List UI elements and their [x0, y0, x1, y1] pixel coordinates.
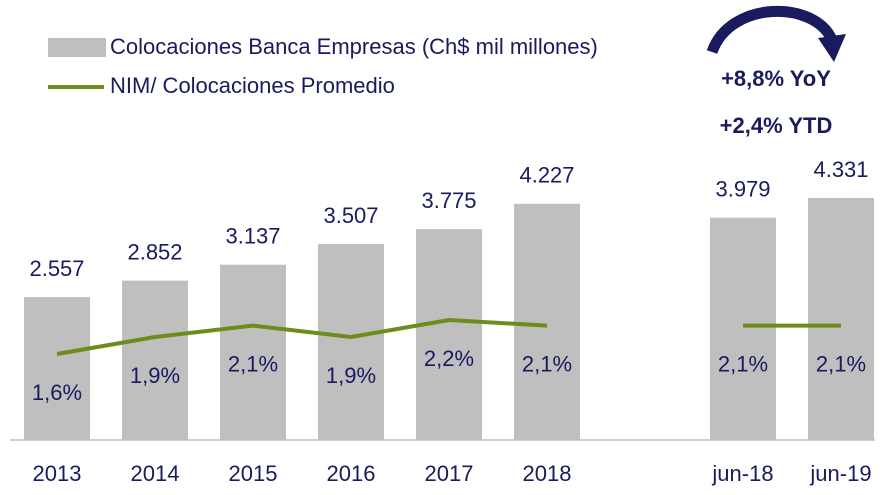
- bar-value-label: 4.227: [519, 163, 574, 188]
- arrow: [706, 6, 838, 55]
- bar: [416, 229, 482, 440]
- bar-value-label: 3.775: [421, 188, 476, 213]
- x-tick-label: 2018: [523, 461, 572, 486]
- x-tick-label: 2015: [229, 461, 278, 486]
- legend-label: NIM/ Colocaciones Promedio: [110, 73, 395, 98]
- bar-value-label: 2.557: [29, 256, 84, 281]
- bar: [710, 217, 776, 440]
- bar: [514, 203, 580, 440]
- bar: [808, 198, 874, 440]
- line-value-label: 2,1%: [816, 351, 866, 376]
- bar: [220, 264, 286, 440]
- bar-value-label: 4.331: [813, 157, 868, 182]
- annotation: +2,4% YTD: [720, 113, 833, 138]
- line: [56, 317, 548, 356]
- x-tick-label: 2017: [425, 461, 474, 486]
- x-tick-label: jun-19: [809, 461, 871, 486]
- line-value-label: 1,6%: [32, 380, 82, 405]
- line-value-label: 2,1%: [522, 351, 572, 376]
- bar-value-label: 2.852: [127, 239, 182, 264]
- x-tick-label: jun-18: [711, 461, 773, 486]
- bar-value-label: 3.979: [715, 176, 770, 201]
- annotation: +8,8% YoY: [721, 66, 831, 91]
- line-value-label: 2,2%: [424, 346, 474, 371]
- legend-swatch: [48, 38, 106, 57]
- x-tick-label: 2016: [327, 461, 376, 486]
- line-value-label: 2,1%: [718, 351, 768, 376]
- bar: [122, 280, 188, 440]
- bar: [318, 244, 384, 440]
- line-value-label: 2,1%: [228, 351, 278, 376]
- bar-value-label: 3.137: [225, 224, 280, 249]
- arrow-head: [818, 34, 846, 62]
- bar: [24, 297, 90, 440]
- bar-value-label: 3.507: [323, 203, 378, 228]
- x-tick-label: 2014: [131, 461, 180, 486]
- x-tick-label: 2013: [33, 461, 82, 486]
- line-value-label: 1,9%: [130, 363, 180, 388]
- legend-label: Colocaciones Banca Empresas (Ch$ mil mil…: [110, 34, 598, 59]
- line-value-label: 1,9%: [326, 363, 376, 388]
